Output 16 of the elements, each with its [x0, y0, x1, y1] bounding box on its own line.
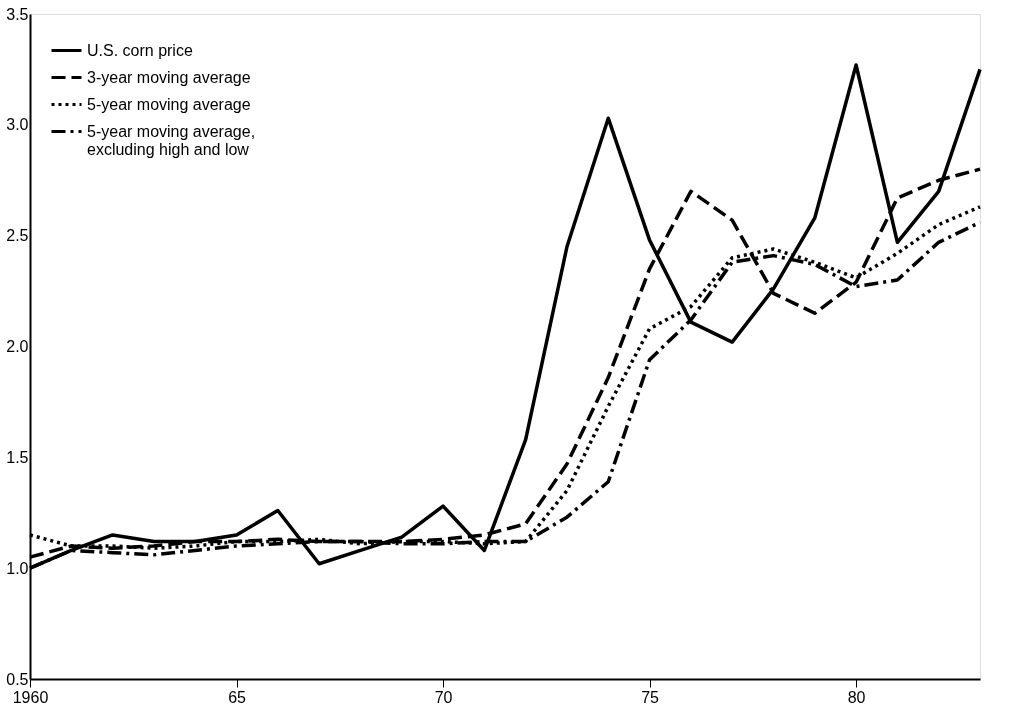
legend-label: U.S. corn price: [87, 41, 193, 59]
x-tick-label: 80: [847, 688, 866, 706]
y-tick-label: 3.0: [6, 116, 29, 134]
legend-label: 3-year moving average: [87, 68, 251, 86]
x-tick-label: 1960: [12, 688, 49, 706]
y-tick-label: 1.5: [6, 448, 29, 466]
y-tick-label: 2.5: [6, 227, 29, 245]
y-tick-label: 3.5: [6, 5, 29, 23]
y-tick-label: 2.0: [6, 338, 29, 355]
legend-label: 5-year moving average, excluding high and low: [87, 122, 256, 158]
legend-label: 5-year moving average: [87, 95, 251, 113]
x-tick-label: 75: [641, 688, 660, 706]
y-tick-label: 1.0: [6, 559, 29, 577]
x-tick-label: 70: [434, 688, 453, 706]
y-tick-label: 0.5: [6, 670, 29, 688]
x-tick-label: 65: [228, 688, 247, 706]
